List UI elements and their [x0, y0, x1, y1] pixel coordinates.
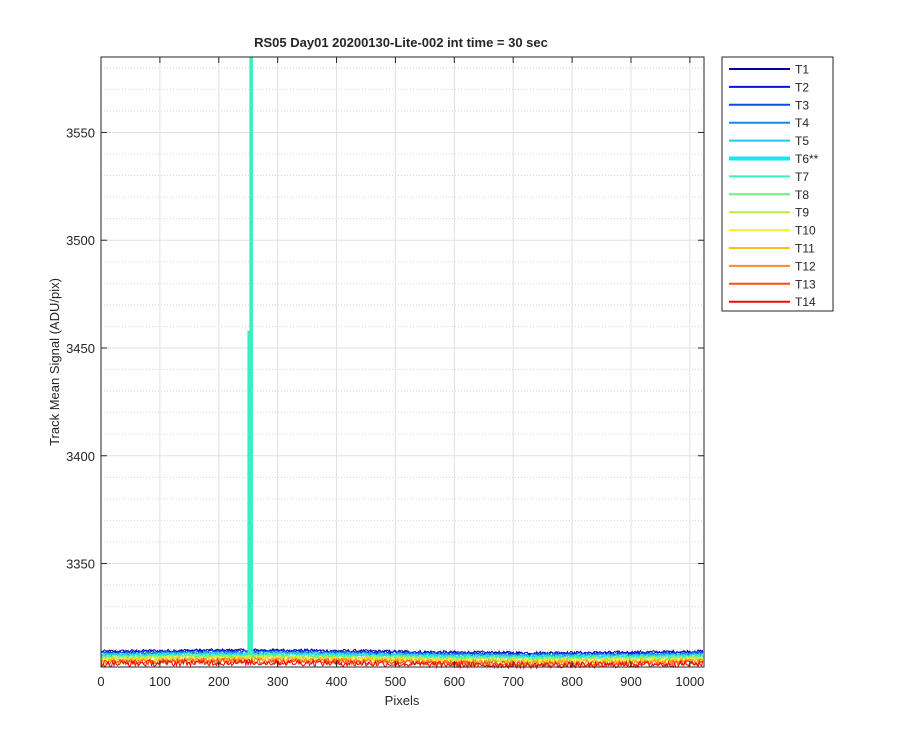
- x-tick-label: 1000: [675, 674, 704, 689]
- x-tick-label: 300: [267, 674, 289, 689]
- x-axis-label: Pixels: [385, 693, 420, 708]
- legend-box: [721, 56, 834, 312]
- legend-label: T12: [795, 259, 816, 273]
- grid: [100, 57, 704, 667]
- legend-label: T8: [795, 188, 809, 202]
- plot-frame: [100, 56, 705, 668]
- plot-background: [101, 57, 704, 667]
- y-axis-label: Track Mean Signal (ADU/pix): [47, 278, 62, 446]
- legend-label: T10: [795, 224, 816, 238]
- plot-area: 0 100 200 300 400 500 600 700 800 900 1000 3350 3400…: [66, 56, 705, 689]
- x-tick-label: 400: [326, 674, 348, 689]
- legend-label: T1: [795, 63, 809, 77]
- series-layer: [100, 57, 704, 670]
- legend-label: T4: [795, 116, 809, 130]
- x-tick-label: 200: [208, 674, 230, 689]
- series-line-t1: [100, 647, 704, 656]
- legend-label: T14: [795, 295, 816, 309]
- x-tick-label: 0: [97, 674, 104, 689]
- legend-label: T5: [795, 134, 809, 148]
- y-tick-label: 3350: [66, 557, 95, 572]
- series-line-t14: [100, 658, 704, 670]
- x-tick-label: 500: [385, 674, 407, 689]
- x-tick-label: 800: [561, 674, 583, 689]
- series-line-t6: [100, 651, 704, 660]
- y-tick-label: 3500: [66, 233, 95, 248]
- legend-label: T3: [795, 98, 809, 112]
- legend-label: T13: [795, 277, 816, 291]
- legend-label: T11: [795, 242, 815, 256]
- legend-label: T7: [795, 170, 809, 184]
- y-tick-label: 3550: [66, 125, 95, 140]
- x-tick-label: 600: [443, 674, 465, 689]
- x-tick-label: 100: [149, 674, 171, 689]
- legend-label: T9: [795, 206, 809, 220]
- axis-ticks: 0 100 200 300 400 500 600 700 800 900 1000 3350 3400…: [66, 57, 704, 689]
- chart-title: RS05 Day01 20200130-Lite-002 int time = …: [254, 35, 548, 50]
- legend: T1 T2 T3 T4 T5 T6** T7 T8 T9 T10 T11 T12 T13 T14: [721, 56, 834, 312]
- spike-mark: [247, 330, 251, 657]
- x-tick-label: 900: [620, 674, 642, 689]
- series-line-t10: [100, 653, 704, 665]
- series-line-t13: [100, 656, 703, 669]
- x-tick-label: 700: [502, 674, 524, 689]
- y-tick-label: 3450: [66, 341, 95, 356]
- legend-label: T2: [795, 80, 809, 94]
- spike-mark: [249, 57, 253, 657]
- legend-label: T6**: [795, 152, 819, 166]
- y-tick-label: 3400: [66, 449, 95, 464]
